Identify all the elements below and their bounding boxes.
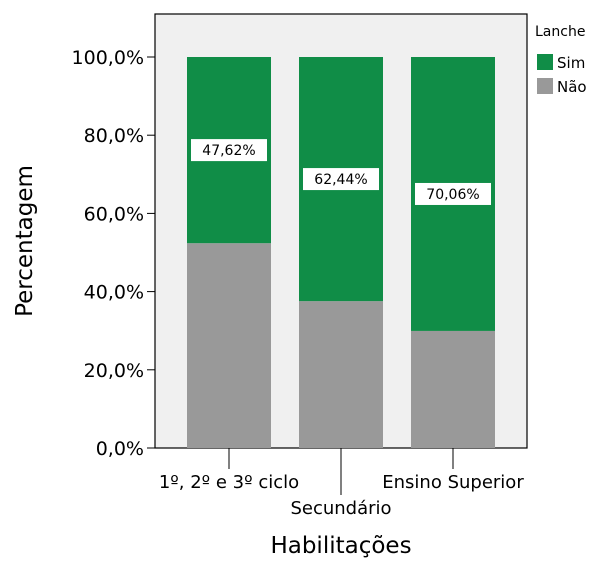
y-tick-label: 0,0% bbox=[96, 438, 144, 460]
data-label-1: 47,62% bbox=[191, 139, 267, 162]
x-tick-label: 1º, 2º e 3º ciclo bbox=[159, 472, 299, 493]
x-axis-title: Habilitações bbox=[270, 533, 411, 559]
legend-swatch-nao bbox=[537, 78, 553, 94]
data-label-text: 62,44% bbox=[314, 172, 367, 188]
bars bbox=[187, 57, 495, 448]
data-label-text: 47,62% bbox=[202, 143, 255, 159]
x-axis: 1º, 2º e 3º ciclo Secundário Ensino Superi… bbox=[159, 448, 524, 519]
data-label-2: 62,44% bbox=[303, 168, 379, 191]
legend-label-sim: Sim bbox=[557, 54, 585, 72]
y-tick-label: 60,0% bbox=[84, 203, 144, 225]
data-labels: 47,62% 62,44% 70,06% bbox=[191, 139, 491, 205]
y-tick-label: 40,0% bbox=[84, 282, 144, 304]
bar-nao-2 bbox=[299, 301, 383, 448]
bar-nao-3 bbox=[411, 330, 495, 448]
data-label-text: 70,06% bbox=[426, 187, 479, 203]
legend-title: Lanche bbox=[535, 24, 585, 40]
legend-label-nao: Não bbox=[557, 78, 587, 96]
y-tick-label: 100,0% bbox=[72, 47, 144, 69]
data-label-box bbox=[191, 139, 267, 162]
bar-nao-1 bbox=[187, 243, 271, 448]
y-tick-label: 20,0% bbox=[84, 360, 144, 382]
y-tick-label: 80,0% bbox=[84, 125, 144, 147]
data-label-box bbox=[303, 168, 379, 191]
legend: Lanche Sim Não bbox=[535, 24, 587, 96]
legend-swatch-sim bbox=[537, 54, 553, 70]
x-tick-label: Ensino Superior bbox=[382, 472, 524, 493]
data-label-3: 70,06% bbox=[415, 182, 491, 205]
y-axis: 0,0% 20,0% 40,0% 60,0% 80,0% 100,0% bbox=[72, 47, 155, 460]
data-label-box bbox=[415, 182, 491, 205]
x-tick-label: Secundário bbox=[290, 498, 391, 519]
y-axis-title: Percentagem bbox=[12, 165, 38, 317]
